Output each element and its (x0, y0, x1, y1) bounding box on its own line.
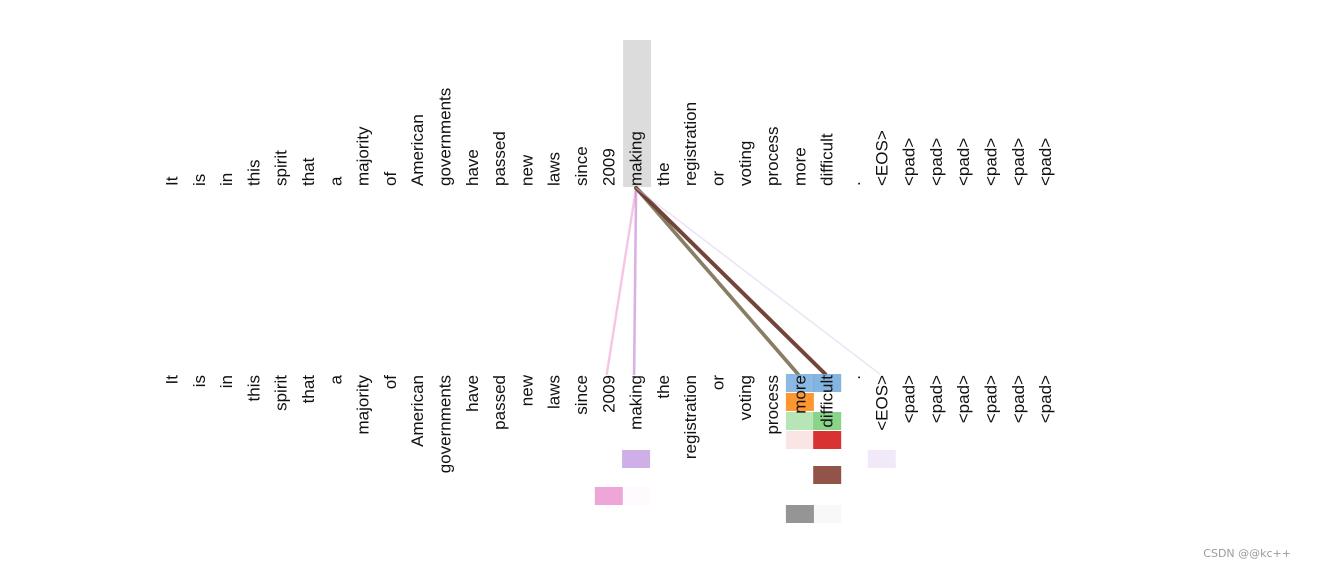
query-highlight[interactable] (623, 40, 652, 187)
head-block-difficult-13 (813, 505, 842, 523)
head-block-more-2 (785, 393, 814, 411)
head-block-difficult-9 (813, 466, 842, 484)
head-block-more-12 (785, 505, 814, 523)
bottom-token-it-0[interactable]: It (163, 375, 182, 385)
watermark: CSDN @@kc++ (1203, 547, 1291, 560)
top-token-governments-10[interactable]: governments (436, 88, 455, 186)
attention-link-making (632, 186, 638, 376)
bottom-token-the-18[interactable]: the (654, 375, 673, 399)
top-token-this-3[interactable]: this (244, 160, 263, 186)
head-block-making-7 (622, 450, 651, 468)
bottom-token-row: It is in this spirit that a majority of American g… (163, 374, 1056, 473)
attention-link-2009 (605, 186, 638, 376)
bottom-token-or-20[interactable]: or (709, 375, 728, 390)
head-block-more-3 (785, 412, 814, 430)
head-block-more-5 (785, 431, 814, 449)
top-token-process-22[interactable]: process (763, 126, 782, 186)
bottom-token-in-2[interactable]: in (217, 375, 236, 388)
top-token-since-15[interactable]: since (572, 146, 591, 186)
bottom-token-is-1[interactable]: is (190, 375, 209, 387)
top-token-it-0[interactable]: It (163, 176, 182, 186)
head-block-2009-10 (594, 487, 623, 505)
top-token-in-2[interactable]: in (217, 173, 236, 186)
bottom-token-pad-28[interactable]: <pad> (927, 375, 946, 423)
top-token-2009-16[interactable]: 2009 (599, 148, 618, 186)
attention-link-difficult (634, 186, 828, 376)
bottom-token-more-23[interactable]: more (790, 375, 809, 414)
bottom-token-since-15[interactable]: since (572, 375, 591, 415)
top-token-pad-31[interactable]: <pad> (1009, 138, 1028, 186)
bottom-token-registration-19[interactable]: registration (681, 375, 700, 459)
top-token-voting-21[interactable]: voting (736, 141, 755, 186)
bottom-token-spirit-4[interactable]: spirit (272, 375, 291, 411)
bottom-token-laws-14[interactable]: laws (545, 375, 564, 409)
top-token-the-18[interactable]: the (654, 162, 673, 186)
attention-link-eos (635, 187, 881, 375)
top-token-of-8[interactable]: of (381, 172, 400, 186)
top-token-eos-26[interactable]: <EOS> (872, 130, 891, 186)
bottom-token-voting-21[interactable]: voting (736, 375, 755, 420)
top-token-pad-29[interactable]: <pad> (954, 138, 973, 186)
bottom-token-punct-25[interactable]: . (845, 375, 864, 380)
bottom-token-governments-10[interactable]: governments (436, 375, 455, 473)
top-token-majority-7[interactable]: majority (354, 126, 373, 186)
top-token-pad-28[interactable]: <pad> (927, 138, 946, 186)
bottom-token-2009-16[interactable]: 2009 (599, 375, 618, 413)
top-token-is-1[interactable]: is (190, 174, 209, 186)
top-token-punct-25[interactable]: . (845, 181, 864, 186)
bottom-token-passed-12[interactable]: passed (490, 375, 509, 430)
bottom-token-pad-31[interactable]: <pad> (1009, 375, 1028, 423)
bottom-token-a-6[interactable]: a (326, 374, 345, 384)
bottom-token-pad-30[interactable]: <pad> (982, 375, 1001, 423)
head-block-difficult-4 (813, 412, 842, 430)
top-token-american-9[interactable]: American (408, 114, 427, 186)
top-token-that-5[interactable]: that (299, 157, 318, 186)
attention-head-blocks (594, 374, 896, 523)
bottom-token-eos-26[interactable]: <EOS> (872, 375, 891, 431)
top-token-new-13[interactable]: new (517, 154, 536, 186)
top-token-have-11[interactable]: have (463, 149, 482, 186)
bottom-token-this-3[interactable]: this (244, 375, 263, 401)
head-block-eos-8 (867, 450, 896, 468)
bottom-token-majority-7[interactable]: majority (354, 375, 373, 435)
top-token-a-6[interactable]: a (326, 176, 345, 186)
bottom-token-making-17[interactable]: making (627, 375, 646, 430)
bottom-token-have-11[interactable]: have (463, 375, 482, 412)
bottom-token-pad-32[interactable]: <pad> (1036, 375, 1055, 423)
bottom-token-that-5[interactable]: that (299, 375, 318, 404)
top-token-difficult-24[interactable]: difficult (818, 133, 837, 186)
top-token-more-23[interactable]: more (790, 147, 809, 186)
top-token-laws-14[interactable]: laws (545, 152, 564, 186)
query-highlight-layer (623, 40, 652, 187)
top-token-making-17[interactable]: making (627, 131, 646, 186)
head-block-making-11 (622, 487, 651, 505)
top-token-row: It is in this spirit that a majority of American g… (163, 88, 1056, 186)
top-token-registration-19[interactable]: registration (681, 102, 700, 186)
head-block-difficult-1 (813, 374, 842, 392)
bottom-token-american-9[interactable]: American (408, 375, 427, 447)
bottom-token-of-8[interactable]: of (381, 375, 400, 389)
bottom-token-difficult-24[interactable]: difficult (818, 375, 837, 428)
top-token-pad-32[interactable]: <pad> (1036, 138, 1055, 186)
top-token-passed-12[interactable]: passed (490, 131, 509, 186)
attention-link-more (634, 186, 800, 376)
top-token-spirit-4[interactable]: spirit (272, 150, 291, 186)
head-block-difficult-6 (813, 431, 842, 449)
bottom-token-pad-27[interactable]: <pad> (900, 375, 919, 423)
top-token-pad-27[interactable]: <pad> (900, 138, 919, 186)
bottom-token-pad-29[interactable]: <pad> (954, 375, 973, 423)
bottom-token-process-22[interactable]: process (763, 375, 782, 435)
attention-links (605, 186, 881, 376)
top-token-pad-30[interactable]: <pad> (982, 138, 1001, 186)
bottom-token-new-13[interactable]: new (517, 374, 536, 406)
head-block-more-0 (785, 374, 814, 392)
top-token-or-20[interactable]: or (709, 171, 728, 186)
